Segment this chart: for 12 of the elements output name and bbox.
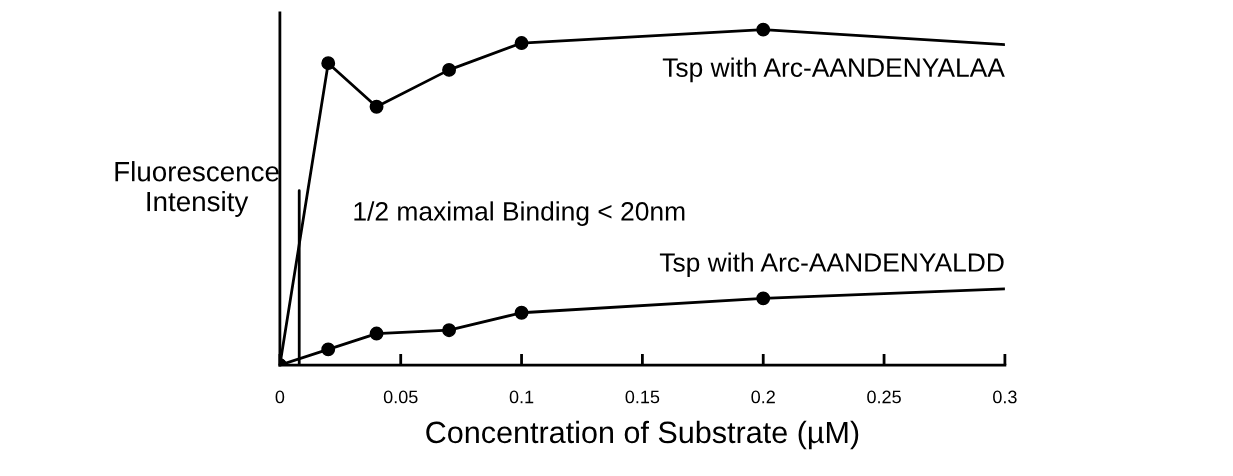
x-tick-label: 0.15 (625, 390, 660, 404)
y-axis-title: Fluorescence Intensity (115, 161, 279, 217)
x-tick-label: 0.05 (383, 390, 418, 404)
annotation: 1/2 maximal Binding < 20nm (354, 201, 685, 226)
x-tick-label: 0.2 (751, 390, 775, 404)
x-tick-label: 0.25 (867, 390, 901, 404)
x-tick-label: 0.3 (993, 390, 1017, 404)
x-tick-label: 0 (275, 390, 285, 404)
x-tick-label: 0.1 (509, 390, 534, 404)
series-label: Tsp with Arc-AANDENYALDD (659, 252, 1004, 278)
series-label: Tsp with Arc-AANDENYALAA (662, 57, 1005, 83)
x-axis-title: Concentration of Substrate (µM) (426, 420, 859, 450)
